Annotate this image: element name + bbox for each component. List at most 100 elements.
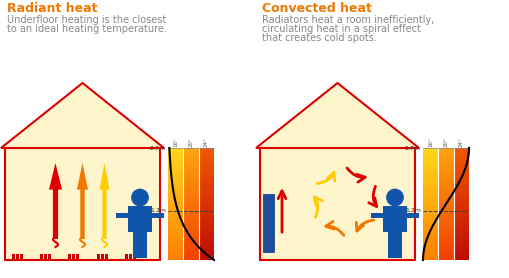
- Bar: [453, 162, 468, 165]
- Bar: [167, 237, 183, 240]
- Bar: [199, 187, 214, 190]
- Bar: [453, 201, 468, 204]
- Bar: [167, 203, 183, 207]
- Bar: [199, 159, 214, 162]
- Text: 1.2m: 1.2m: [404, 208, 420, 213]
- Bar: [199, 184, 214, 187]
- Bar: [437, 223, 453, 226]
- Bar: [199, 240, 214, 243]
- Bar: [167, 206, 183, 210]
- Bar: [453, 178, 468, 182]
- Bar: [183, 195, 199, 198]
- Text: 20°: 20°: [443, 137, 447, 147]
- Bar: [263, 194, 273, 252]
- Bar: [422, 156, 437, 159]
- Bar: [422, 248, 437, 252]
- Bar: [437, 150, 453, 154]
- Bar: [422, 240, 437, 243]
- Bar: [183, 164, 199, 168]
- Bar: [422, 215, 437, 218]
- Bar: [437, 248, 453, 252]
- Text: Underfloor heating is the closest: Underfloor heating is the closest: [7, 15, 166, 25]
- Bar: [437, 187, 453, 190]
- Bar: [437, 195, 453, 198]
- Bar: [183, 206, 199, 210]
- Bar: [167, 159, 183, 162]
- Bar: [183, 156, 199, 159]
- Polygon shape: [99, 163, 109, 239]
- Bar: [167, 226, 183, 229]
- Bar: [183, 159, 199, 162]
- Bar: [183, 257, 199, 260]
- Bar: [167, 257, 183, 260]
- Bar: [183, 150, 199, 154]
- Bar: [183, 240, 199, 243]
- Bar: [183, 232, 199, 235]
- Bar: [199, 237, 214, 240]
- Polygon shape: [77, 163, 88, 239]
- Bar: [167, 148, 183, 151]
- Circle shape: [131, 189, 149, 206]
- Bar: [167, 162, 183, 165]
- Bar: [437, 156, 453, 159]
- Text: 24°: 24°: [204, 137, 208, 147]
- Text: Radiant heat: Radiant heat: [7, 2, 97, 15]
- Bar: [199, 148, 214, 151]
- Bar: [453, 164, 468, 168]
- Bar: [183, 220, 199, 224]
- Bar: [199, 195, 214, 198]
- Bar: [167, 164, 183, 168]
- Text: that creates cold spots.: that creates cold spots.: [262, 33, 376, 43]
- Bar: [453, 254, 468, 257]
- Bar: [199, 209, 214, 212]
- Bar: [183, 215, 199, 218]
- Bar: [76, 254, 79, 259]
- Bar: [167, 215, 183, 218]
- Bar: [437, 234, 453, 238]
- Bar: [422, 209, 437, 212]
- Bar: [437, 217, 453, 221]
- Bar: [183, 167, 199, 170]
- Bar: [125, 254, 128, 259]
- Bar: [199, 212, 214, 215]
- Bar: [167, 209, 183, 212]
- Bar: [183, 198, 199, 201]
- Bar: [199, 251, 214, 254]
- Text: Convected heat: Convected heat: [262, 2, 371, 15]
- Bar: [183, 223, 199, 226]
- Bar: [453, 217, 468, 221]
- Bar: [437, 229, 453, 232]
- Polygon shape: [132, 232, 139, 258]
- Bar: [453, 248, 468, 252]
- Bar: [199, 223, 214, 226]
- Bar: [167, 178, 183, 182]
- Bar: [453, 181, 468, 184]
- Bar: [100, 254, 103, 259]
- Bar: [183, 254, 199, 257]
- Bar: [199, 167, 214, 170]
- Bar: [437, 201, 453, 204]
- Bar: [422, 234, 437, 238]
- Bar: [167, 187, 183, 190]
- Bar: [167, 170, 183, 173]
- Bar: [183, 162, 199, 165]
- Bar: [183, 229, 199, 232]
- Bar: [183, 237, 199, 240]
- Bar: [167, 243, 183, 246]
- Polygon shape: [256, 83, 418, 148]
- Bar: [453, 156, 468, 159]
- Polygon shape: [387, 232, 394, 258]
- Bar: [183, 192, 199, 196]
- Bar: [453, 245, 468, 249]
- Bar: [183, 184, 199, 187]
- Bar: [422, 164, 437, 168]
- Bar: [199, 170, 214, 173]
- Bar: [437, 184, 453, 187]
- Polygon shape: [49, 163, 62, 239]
- Text: 16°: 16°: [173, 137, 178, 147]
- Bar: [422, 229, 437, 232]
- Bar: [183, 234, 199, 238]
- Bar: [370, 213, 383, 218]
- Bar: [116, 213, 128, 218]
- Bar: [199, 181, 214, 184]
